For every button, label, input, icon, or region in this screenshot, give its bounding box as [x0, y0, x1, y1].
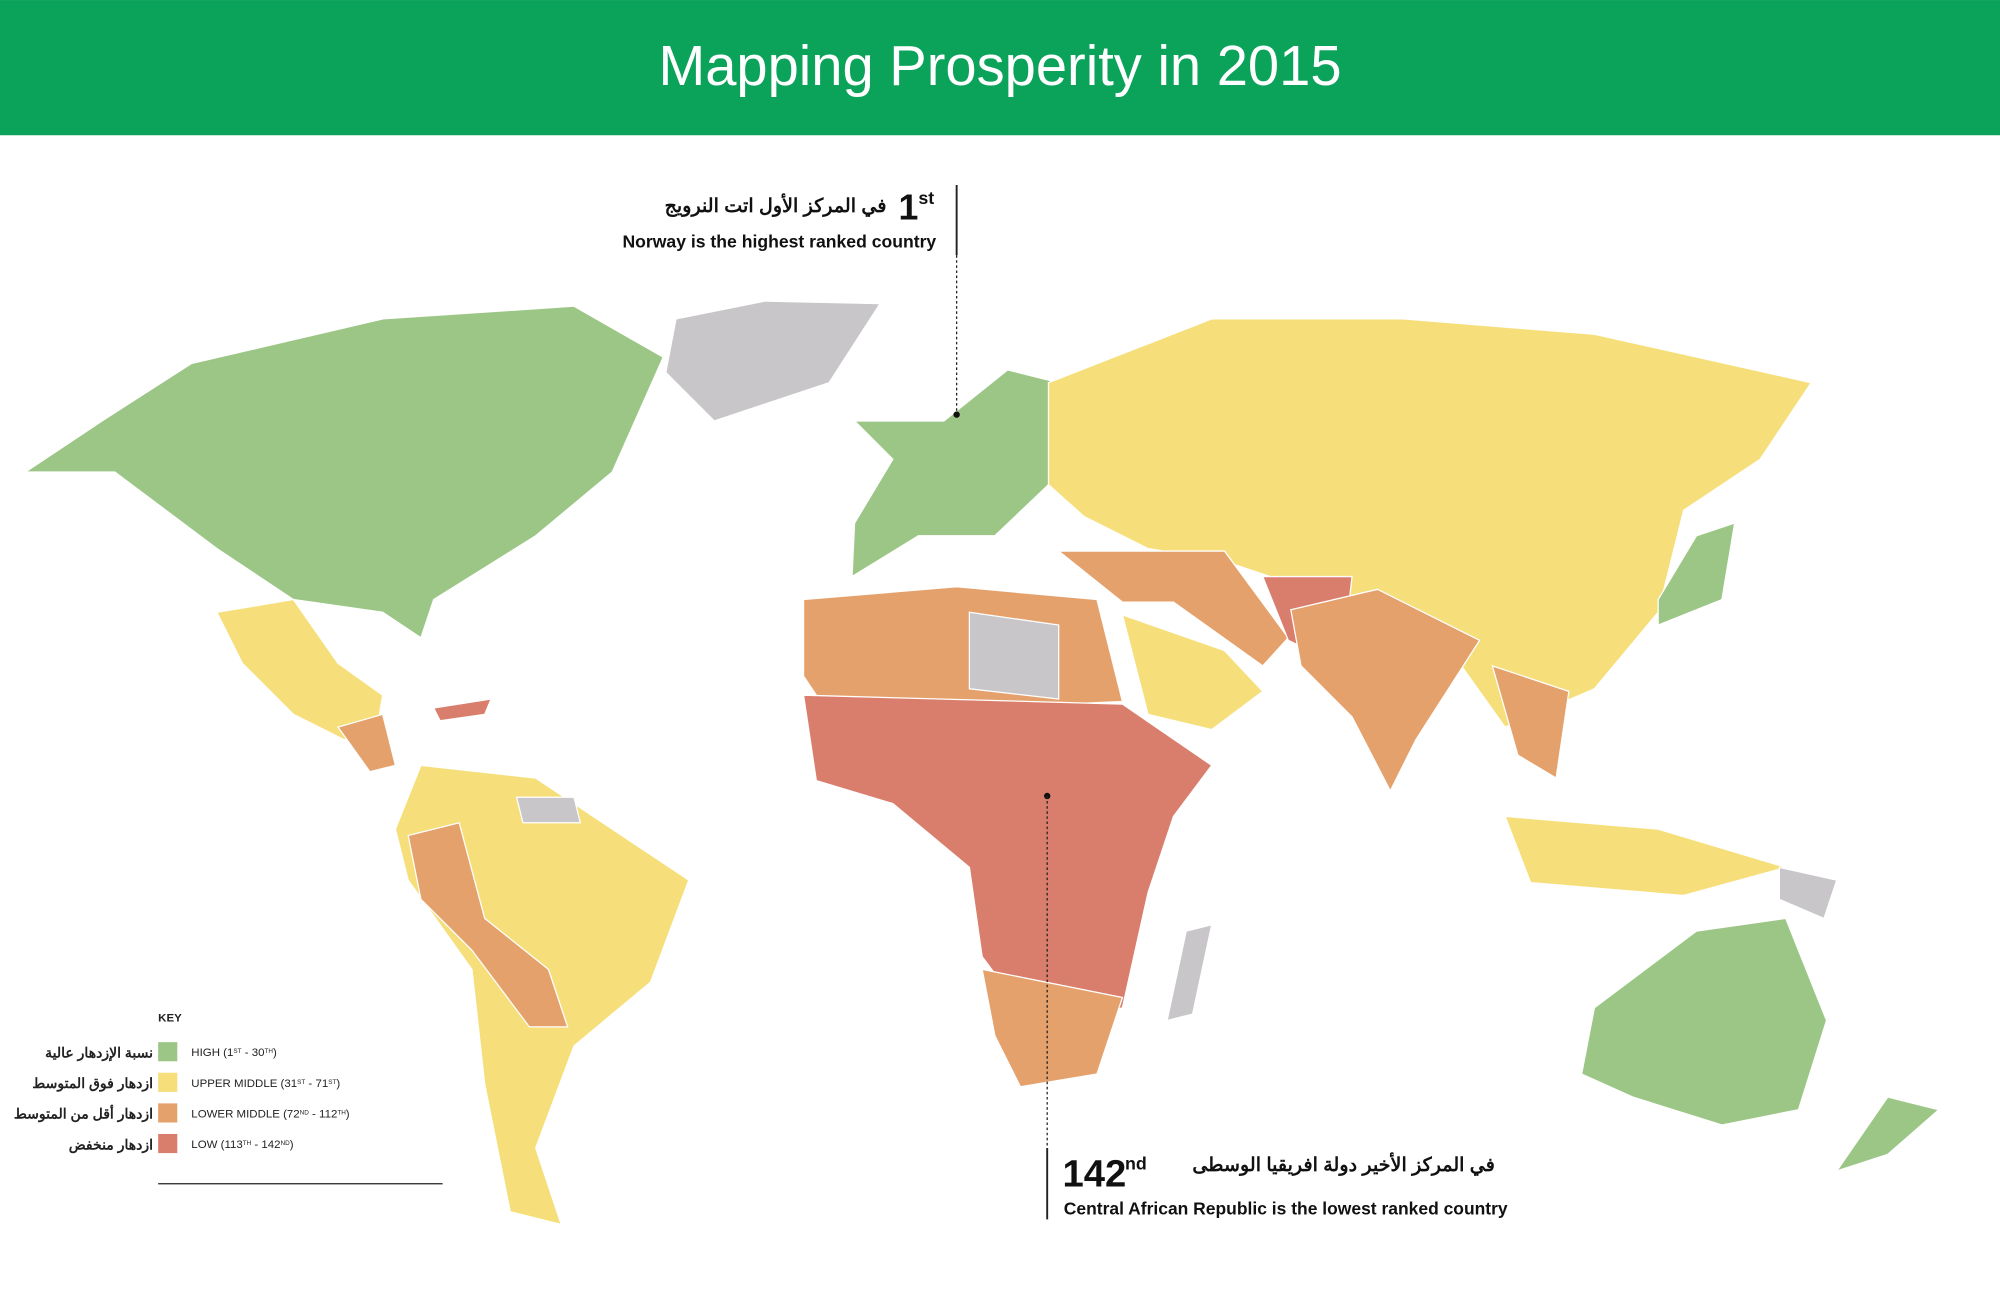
- legend-label-part: LOWER MIDDLE (72: [191, 1108, 299, 1120]
- rank-suffix: nd: [1125, 1154, 1147, 1174]
- arabia: [1121, 613, 1264, 731]
- southern-africa: [981, 968, 1124, 1088]
- legend-label-part: ND: [300, 1109, 310, 1116]
- guianas: [515, 796, 582, 824]
- legend: KEY نسبة الإزدهار عالية HIGH (1ST - 30TH)…: [14, 1013, 443, 1185]
- legend-label: UPPER MIDDLE (31ST - 71ST): [191, 1078, 340, 1090]
- north-africa: [802, 586, 1124, 715]
- legend-arabic: ازدهار فوق المتوسط: [32, 1075, 153, 1092]
- legend-label-part: TH: [337, 1109, 346, 1116]
- rank: 142: [1063, 1152, 1127, 1195]
- rank: 1: [899, 187, 919, 227]
- south-east-asia: [1491, 664, 1570, 780]
- legend-label-part: UPPER MIDDLE (31: [191, 1078, 297, 1090]
- legend-swatch: [158, 1133, 178, 1154]
- legend-label-part: TH: [243, 1140, 252, 1147]
- legend-label-part: TH: [264, 1048, 273, 1055]
- page-title: Mapping Prosperity in 2015: [658, 34, 1341, 97]
- legend-label-part: ND: [281, 1140, 291, 1147]
- mexico: [215, 598, 384, 741]
- legend-swatch: [158, 1103, 178, 1123]
- russia-china: [1047, 318, 1813, 728]
- top-callout: 1 st في المركز الأول اتت النرويج Norway …: [622, 184, 960, 418]
- rank-suffix: st: [918, 188, 934, 208]
- madagascar: [1166, 923, 1213, 1022]
- legend-label-part: - 30: [242, 1047, 265, 1059]
- legend-label-part: ST: [233, 1048, 241, 1055]
- world-map: [23, 300, 1941, 1226]
- legend-label-part: ST: [328, 1078, 336, 1085]
- legend-label-part: - 142: [251, 1139, 280, 1151]
- legend-label: HIGH (1ST - 30TH): [191, 1047, 277, 1059]
- caption: Norway is the highest ranked country: [622, 231, 936, 251]
- libya: [968, 611, 1060, 700]
- arabic-caption: في المركز الأخير دولة افريقيا الوسطى: [1192, 1152, 1495, 1177]
- legend-swatch: [158, 1042, 178, 1062]
- legend-title: KEY: [158, 1013, 182, 1025]
- caption: Central African Republic is the lowest r…: [1064, 1198, 1508, 1218]
- norway-marker: [953, 411, 960, 418]
- legend-label-part: ST: [297, 1078, 305, 1085]
- north-america: [23, 305, 665, 639]
- indonesia: [1504, 815, 1789, 897]
- australia: [1580, 917, 1828, 1126]
- middle-east: [1056, 550, 1290, 667]
- andes: [407, 821, 569, 1028]
- legend-label-part: LOW (113: [191, 1139, 242, 1151]
- japan: [1657, 522, 1736, 626]
- legend-label: LOW (113TH - 142ND): [191, 1139, 293, 1151]
- papua: [1778, 866, 1838, 920]
- legend-label-part: ): [273, 1047, 277, 1059]
- greenland: [665, 300, 882, 422]
- central-africa: [802, 694, 1213, 1022]
- legend-arabic: ازدهار أقل من المتوسط: [14, 1104, 153, 1123]
- legend-label-part: HIGH (1: [191, 1047, 233, 1059]
- legend-label-part: ): [336, 1078, 340, 1090]
- legend-label-part: - 71: [305, 1078, 328, 1090]
- legend-arabic: نسبة الإزدهار عالية: [45, 1044, 153, 1062]
- legend-label: LOWER MIDDLE (72ND - 112TH): [191, 1108, 350, 1120]
- header-bar: [0, 0, 2000, 136]
- central-america: [336, 713, 397, 773]
- legend-label-part: - 112: [309, 1108, 337, 1120]
- legend-arabic: ازدهار منخفض: [69, 1136, 153, 1153]
- arabic-caption: في المركز الأول اتت النرويج: [665, 193, 887, 218]
- europe: [851, 369, 1060, 578]
- legend-label-part: ): [290, 1139, 294, 1151]
- bottom-callout: 142 nd في المركز الأخير دولة افريقيا الو…: [1044, 792, 1508, 1220]
- new-zealand: [1835, 1096, 1941, 1173]
- caribbean: [432, 698, 493, 722]
- legend-swatch: [158, 1072, 178, 1092]
- india: [1290, 588, 1481, 793]
- legend-label-part: ): [346, 1108, 350, 1120]
